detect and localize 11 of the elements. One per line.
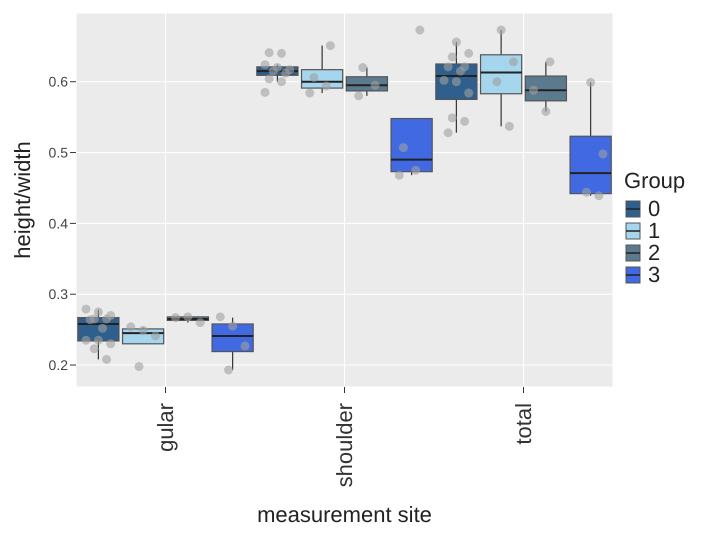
y-tick-label: 0.3 <box>48 286 68 302</box>
x-axis-title: measurement site <box>257 502 432 527</box>
y-tick-label: 0.6 <box>48 74 68 90</box>
y-axis-title: height/width <box>10 141 35 259</box>
y-tick-label: 0.4 <box>48 215 68 232</box>
y-tick-label: 0.5 <box>48 144 68 161</box>
y-tick-label: 0.2 <box>48 357 68 374</box>
x-tick-label: gular <box>153 403 178 452</box>
x-tick-label: shoulder <box>332 403 357 488</box>
legend-title: Group <box>624 168 686 194</box>
x-tick-label: total <box>511 403 536 445</box>
